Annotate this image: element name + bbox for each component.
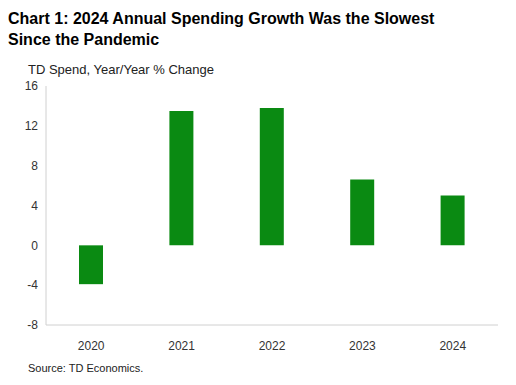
html-text:Source: TD Economics.: Source: TD Economics. bbox=[28, 362, 144, 374]
svg-text:8: 8 bbox=[31, 159, 38, 173]
svg-text:-8: -8 bbox=[27, 318, 38, 332]
svg-text:0: 0 bbox=[31, 239, 38, 253]
svg-text:2024: 2024 bbox=[439, 339, 466, 353]
html-text:Chart 1: 2024 Annual Spending: Chart 1: 2024 Annual Spending Growth Was… bbox=[8, 10, 435, 48]
svg-text:2022: 2022 bbox=[259, 339, 286, 353]
svg-text:2023: 2023 bbox=[349, 339, 376, 353]
svg-text:2021: 2021 bbox=[168, 339, 195, 353]
svg-text:16: 16 bbox=[25, 79, 39, 93]
svg-text:-4: -4 bbox=[27, 278, 38, 292]
svg-text:4: 4 bbox=[31, 199, 38, 213]
svg-text:2020: 2020 bbox=[78, 339, 105, 353]
html-text:TD Spend, Year/Year % Change: TD Spend, Year/Year % Change bbox=[28, 62, 214, 77]
svg-text:12: 12 bbox=[25, 119, 39, 133]
